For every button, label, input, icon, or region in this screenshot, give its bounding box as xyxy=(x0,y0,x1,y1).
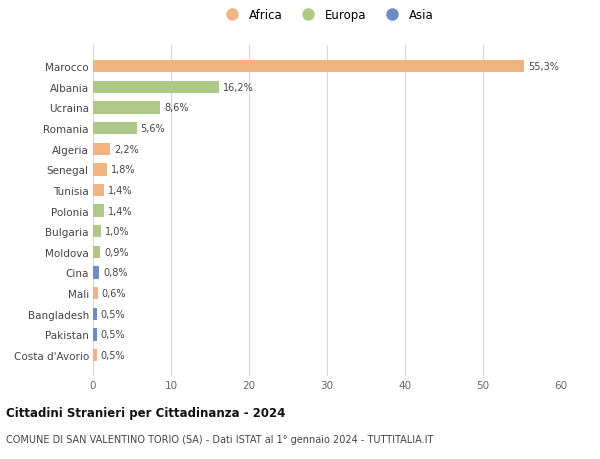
Bar xyxy=(93,102,160,114)
Bar xyxy=(93,185,104,197)
Legend: Africa, Europa, Asia: Africa, Europa, Asia xyxy=(220,9,434,22)
Text: 0,5%: 0,5% xyxy=(101,330,125,340)
Bar xyxy=(93,308,97,320)
Text: 0,5%: 0,5% xyxy=(101,309,125,319)
Bar xyxy=(93,61,524,73)
Text: 2,2%: 2,2% xyxy=(114,145,139,154)
Bar xyxy=(93,164,107,176)
Text: Cittadini Stranieri per Cittadinanza - 2024: Cittadini Stranieri per Cittadinanza - 2… xyxy=(6,406,286,419)
Bar xyxy=(93,246,100,258)
Text: 1,4%: 1,4% xyxy=(108,206,133,216)
Text: 0,5%: 0,5% xyxy=(101,350,125,360)
Text: 0,8%: 0,8% xyxy=(103,268,128,278)
Bar xyxy=(93,267,99,279)
Text: 0,6%: 0,6% xyxy=(101,288,126,298)
Text: 0,9%: 0,9% xyxy=(104,247,128,257)
Bar xyxy=(93,329,97,341)
Bar xyxy=(93,205,104,217)
Text: 1,4%: 1,4% xyxy=(108,185,133,196)
Bar xyxy=(93,82,220,94)
Text: 55,3%: 55,3% xyxy=(528,62,559,72)
Bar xyxy=(93,225,101,238)
Text: 1,8%: 1,8% xyxy=(111,165,136,175)
Text: 8,6%: 8,6% xyxy=(164,103,188,113)
Text: 5,6%: 5,6% xyxy=(140,124,165,134)
Bar xyxy=(93,143,110,156)
Text: 16,2%: 16,2% xyxy=(223,83,254,93)
Text: COMUNE DI SAN VALENTINO TORIO (SA) - Dati ISTAT al 1° gennaio 2024 - TUTTITALIA.: COMUNE DI SAN VALENTINO TORIO (SA) - Dat… xyxy=(6,434,433,444)
Bar xyxy=(93,349,97,361)
Bar xyxy=(93,123,137,135)
Bar xyxy=(93,287,98,300)
Text: 1,0%: 1,0% xyxy=(105,227,129,237)
